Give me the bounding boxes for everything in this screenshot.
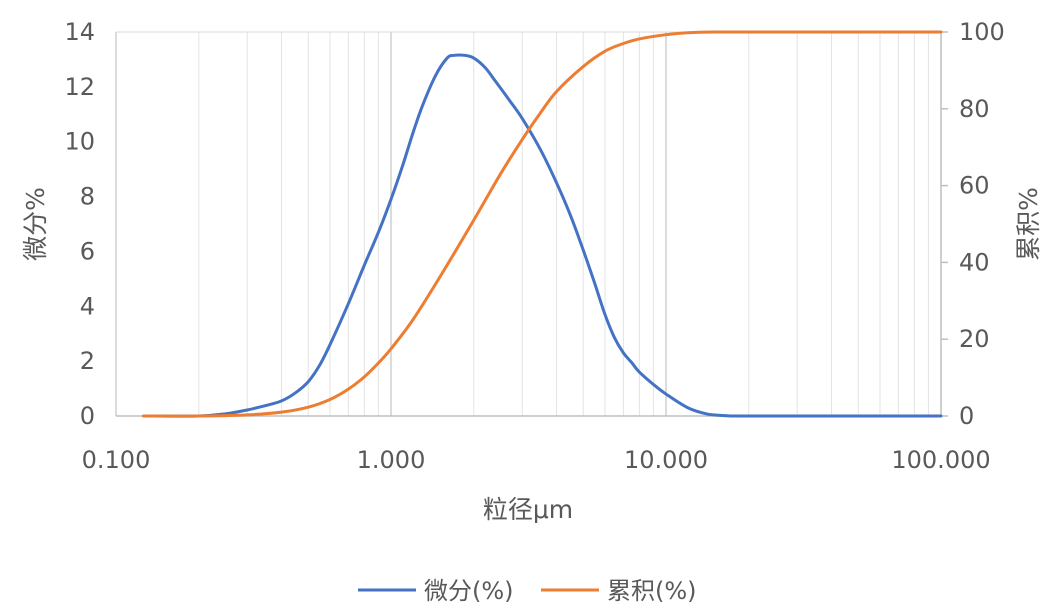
right-tick-label: 0 xyxy=(959,402,974,430)
series-line-cumulative xyxy=(142,30,943,418)
left-tick-label: 10 xyxy=(64,128,95,156)
gridlines xyxy=(115,31,941,416)
x-tick-label: 10.000 xyxy=(624,446,708,474)
plot-area-frame xyxy=(116,31,948,417)
left-axis-title: 微分% xyxy=(21,187,50,261)
x-tick-label: 1.000 xyxy=(357,446,426,474)
left-tick-label: 0 xyxy=(80,402,95,430)
right-axis-title: 累积% xyxy=(1014,187,1043,261)
legend: 微分(%) 累积(%) xyxy=(358,577,697,605)
legend-label-differential: 微分(%) xyxy=(424,577,514,605)
x-axis-tick-labels: 0.100 1.000 10.000 100.000 xyxy=(82,446,991,474)
left-axis-tick-labels: 0 2 4 6 8 10 12 14 xyxy=(64,18,95,430)
right-tick-label: 80 xyxy=(959,95,990,123)
x-tick-label: 0.100 xyxy=(82,446,151,474)
right-tick-label: 60 xyxy=(959,172,990,200)
right-tick-label: 40 xyxy=(959,248,990,276)
left-tick-label: 6 xyxy=(80,237,95,265)
left-tick-label: 14 xyxy=(64,18,95,46)
series-layer xyxy=(142,30,943,418)
left-tick-label: 2 xyxy=(80,347,95,375)
left-tick-label: 12 xyxy=(64,73,95,101)
x-axis-title: 粒径μm xyxy=(483,495,573,524)
right-axis-tick-labels: 0 20 40 60 80 100 xyxy=(959,18,1005,430)
left-tick-label: 4 xyxy=(80,292,95,320)
series-line-differential xyxy=(142,53,943,418)
right-tick-label: 20 xyxy=(959,325,990,353)
right-tick-label: 100 xyxy=(959,18,1005,46)
left-tick-label: 8 xyxy=(80,183,95,211)
legend-label-cumulative: 累积(%) xyxy=(607,577,697,605)
x-tick-label: 100.000 xyxy=(891,446,990,474)
